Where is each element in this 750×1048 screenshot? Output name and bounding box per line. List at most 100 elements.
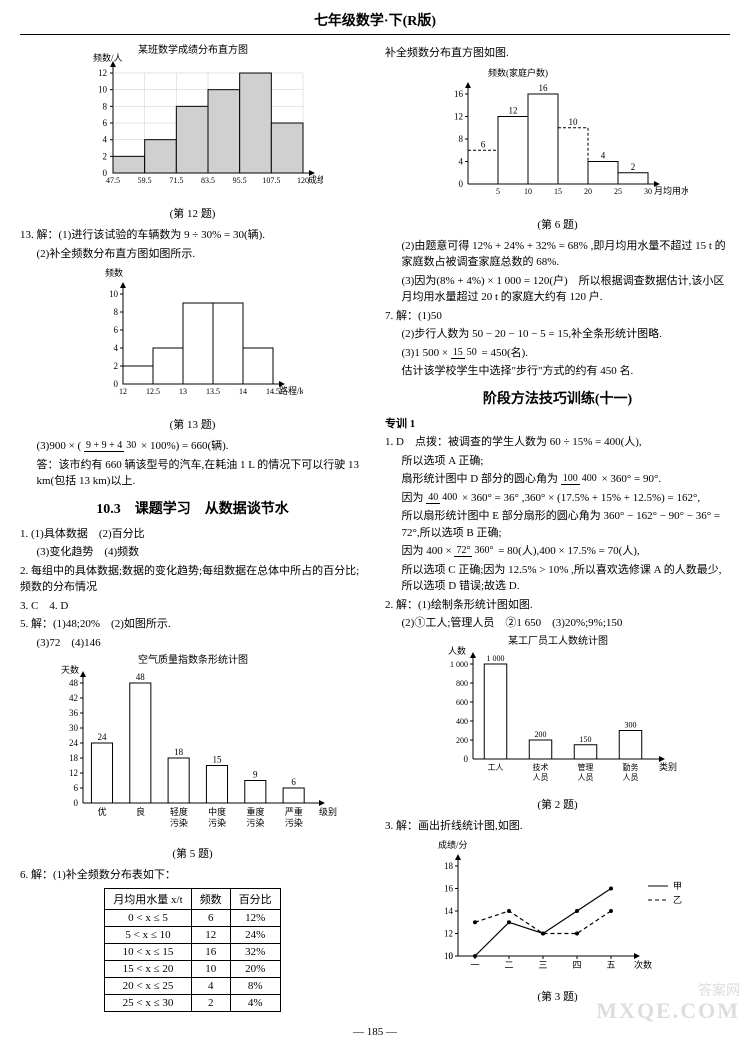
svg-text:15: 15 (212, 755, 222, 765)
svg-text:12: 12 (444, 929, 453, 939)
svg-text:71.5: 71.5 (169, 176, 183, 185)
svg-text:成绩/分: 成绩/分 (308, 174, 323, 185)
q13-line2: (2)补全频数分布直方图如图所示. (20, 246, 365, 263)
z1-4a: 因为 (402, 492, 427, 504)
frac-num: 15 (451, 347, 465, 359)
svg-text:甲: 甲 (673, 881, 682, 891)
q13-answer: 答：该市约有 660 辆该型号的汽车,在耗油 1 L 的情况下可以行驶 13 k… (20, 457, 365, 490)
svg-text:天数: 天数 (61, 664, 79, 675)
frac-num: 40 (426, 492, 440, 504)
ans-5-1: 5. 解：(1)48;20% (2)如图所示. (20, 616, 365, 633)
svg-text:次数: 次数 (634, 959, 652, 970)
svg-text:6: 6 (113, 325, 118, 335)
svg-text:12: 12 (454, 111, 463, 121)
svg-text:10: 10 (98, 85, 108, 95)
frac-num: 72° (454, 545, 472, 557)
ans-2: 2. 每组中的具体数据;数据的变化趋势;每组数据在总体中所占的百分比;频数的分布… (20, 563, 365, 596)
svg-text:107.5: 107.5 (262, 176, 280, 185)
svg-text:300: 300 (624, 720, 636, 729)
chart-q2-bar: 某工厂员工人数统计图人数2004006008001 0001 000200150… (428, 634, 688, 794)
svg-text:某工厂员工人数统计图: 某工厂员工人数统计图 (508, 634, 608, 647)
svg-text:12: 12 (119, 387, 127, 396)
svg-text:30: 30 (644, 187, 652, 196)
svg-text:人员: 人员 (622, 773, 638, 782)
chart-q6-histogram: 频数(家庭户数)48121661216104251015202530月均用水量/… (428, 64, 688, 214)
svg-text:400: 400 (456, 717, 468, 726)
svg-text:路程/km: 路程/km (279, 385, 303, 396)
svg-text:优: 优 (97, 806, 106, 817)
svg-text:工人: 工人 (487, 763, 503, 772)
svg-text:污染: 污染 (169, 817, 187, 828)
watermark-url: MXQE.COM (596, 998, 740, 1024)
svg-text:12: 12 (508, 105, 517, 115)
svg-text:级别: 级别 (319, 806, 337, 817)
frac-num: 100 (561, 473, 580, 485)
svg-text:6: 6 (480, 139, 485, 149)
svg-text:重度: 重度 (246, 806, 264, 817)
svg-text:47.5: 47.5 (106, 176, 120, 185)
svg-text:16: 16 (444, 884, 454, 894)
svg-text:16: 16 (538, 83, 548, 93)
chart-q5-caption: (第 5 题) (20, 845, 365, 861)
frac-den: 50 (465, 347, 479, 358)
ans-1a: 1. (1)具体数据 (2)百分比 (20, 526, 365, 543)
svg-text:10: 10 (568, 116, 578, 126)
r-line1: 补全频数分布直方图如图. (385, 45, 730, 62)
chart-q12-caption: (第 12 题) (20, 205, 365, 221)
z1-3a: 扇形统计图中 D 部分的圆心角为 (402, 473, 561, 485)
z1-2: 所以选项 A 正确; (385, 453, 730, 470)
svg-text:6: 6 (73, 783, 78, 793)
svg-text:中度: 中度 (208, 806, 226, 817)
fraction-icon: 100400 (561, 474, 599, 484)
svg-text:0: 0 (102, 168, 107, 178)
svg-text:15: 15 (554, 187, 562, 196)
q13-line1: 13. 解：(1)进行该试验的车辆数为 9 ÷ 30% = 30(辆). (20, 227, 365, 244)
svg-text:类别: 类别 (659, 761, 677, 772)
r-line3: (3)因为(8% + 4%) × 1 000 = 120(户) 所以根据调查数据… (385, 273, 730, 306)
svg-text:污染: 污染 (208, 817, 226, 828)
svg-text:5: 5 (496, 187, 500, 196)
svg-text:10: 10 (524, 187, 532, 196)
svg-text:13: 13 (179, 387, 187, 396)
r7-3b: = 450(名). (482, 347, 529, 359)
svg-text:乙: 乙 (673, 895, 682, 905)
page-number: — 185 — (20, 1026, 730, 1038)
svg-text:20: 20 (584, 187, 592, 196)
chart-q12-histogram: 某班数学成绩分布直方图频数/人2468101247.559.571.583.59… (63, 43, 323, 203)
svg-text:48: 48 (135, 672, 145, 682)
r7-1: 7. 解：(1)50 (385, 308, 730, 325)
svg-text:14: 14 (444, 906, 454, 916)
z3: 3. 解：画出折线统计图,如图. (385, 818, 730, 835)
svg-text:59.5: 59.5 (137, 176, 151, 185)
ans-3-4: 3. C 4. D (20, 598, 365, 615)
q13-line3: (3)900 × ( 9 + 9 + 430 × 100%) = 660(辆). (20, 438, 365, 455)
svg-text:12: 12 (98, 68, 107, 78)
svg-text:2: 2 (102, 151, 107, 161)
svg-text:人数: 人数 (448, 645, 466, 656)
left-column: 某班数学成绩分布直方图频数/人2468101247.559.571.583.59… (20, 43, 365, 1016)
svg-text:0: 0 (113, 379, 118, 389)
svg-text:频数/人: 频数/人 (93, 52, 123, 63)
svg-text:轻度: 轻度 (169, 806, 187, 817)
svg-text:48: 48 (69, 678, 79, 688)
svg-text:12: 12 (69, 768, 78, 778)
svg-text:0: 0 (463, 754, 468, 764)
svg-text:四: 四 (572, 960, 581, 970)
svg-text:18: 18 (444, 861, 454, 871)
right-column: 补全频数分布直方图如图. 频数(家庭户数)4812166121610425101… (385, 43, 730, 1016)
svg-text:污染: 污染 (246, 817, 264, 828)
z1-1: 1. D 点拨：被调查的学生人数为 60 ÷ 15% = 400(人), (385, 434, 730, 451)
svg-text:0: 0 (458, 179, 463, 189)
chart-q6-caption: (第 6 题) (385, 216, 730, 232)
svg-text:2: 2 (630, 161, 635, 171)
svg-text:6: 6 (291, 777, 296, 787)
svg-text:16: 16 (454, 89, 464, 99)
z1-3b: × 360° = 90°. (601, 473, 661, 485)
ans-1b: (3)变化趋势 (4)频数 (20, 544, 365, 561)
svg-text:14: 14 (239, 387, 247, 396)
svg-text:8: 8 (458, 134, 463, 144)
svg-text:600: 600 (456, 698, 468, 707)
svg-text:200: 200 (456, 736, 468, 745)
svg-text:200: 200 (534, 730, 546, 739)
svg-text:1 000: 1 000 (450, 660, 468, 669)
